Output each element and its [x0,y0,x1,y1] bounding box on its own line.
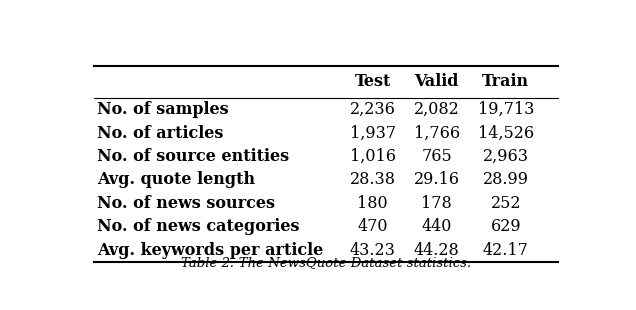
Text: 44.28: 44.28 [414,241,460,259]
Text: No. of samples: No. of samples [97,101,228,118]
Text: Avg. quote length: Avg. quote length [97,171,255,188]
Text: 178: 178 [422,195,452,212]
Text: 1,766: 1,766 [414,125,460,142]
Text: Test: Test [355,73,391,91]
Text: 1,937: 1,937 [350,125,396,142]
Text: 2,082: 2,082 [414,101,460,118]
Text: 29.16: 29.16 [414,171,460,188]
Text: 14,526: 14,526 [478,125,534,142]
Text: 28.38: 28.38 [350,171,396,188]
Text: Valid: Valid [415,73,459,91]
Text: 1,016: 1,016 [350,148,396,165]
Text: 765: 765 [422,148,452,165]
Text: Train: Train [482,73,529,91]
Text: 470: 470 [357,218,388,235]
Text: 180: 180 [357,195,388,212]
Text: No. of news categories: No. of news categories [97,218,300,235]
Text: 252: 252 [490,195,521,212]
Text: Avg. keywords per article: Avg. keywords per article [97,241,323,259]
Text: 43.23: 43.23 [350,241,396,259]
Text: 2,963: 2,963 [483,148,529,165]
Text: Table 2: The NewsQuote Dataset statistics.: Table 2: The NewsQuote Dataset statistic… [181,256,471,269]
Text: No. of source entities: No. of source entities [97,148,289,165]
Text: 28.99: 28.99 [483,171,529,188]
Text: 629: 629 [490,218,521,235]
Text: 2,236: 2,236 [350,101,396,118]
Text: No. of articles: No. of articles [97,125,223,142]
Text: No. of news sources: No. of news sources [97,195,275,212]
Text: 42.17: 42.17 [483,241,529,259]
Text: 19,713: 19,713 [478,101,534,118]
Text: 440: 440 [422,218,452,235]
